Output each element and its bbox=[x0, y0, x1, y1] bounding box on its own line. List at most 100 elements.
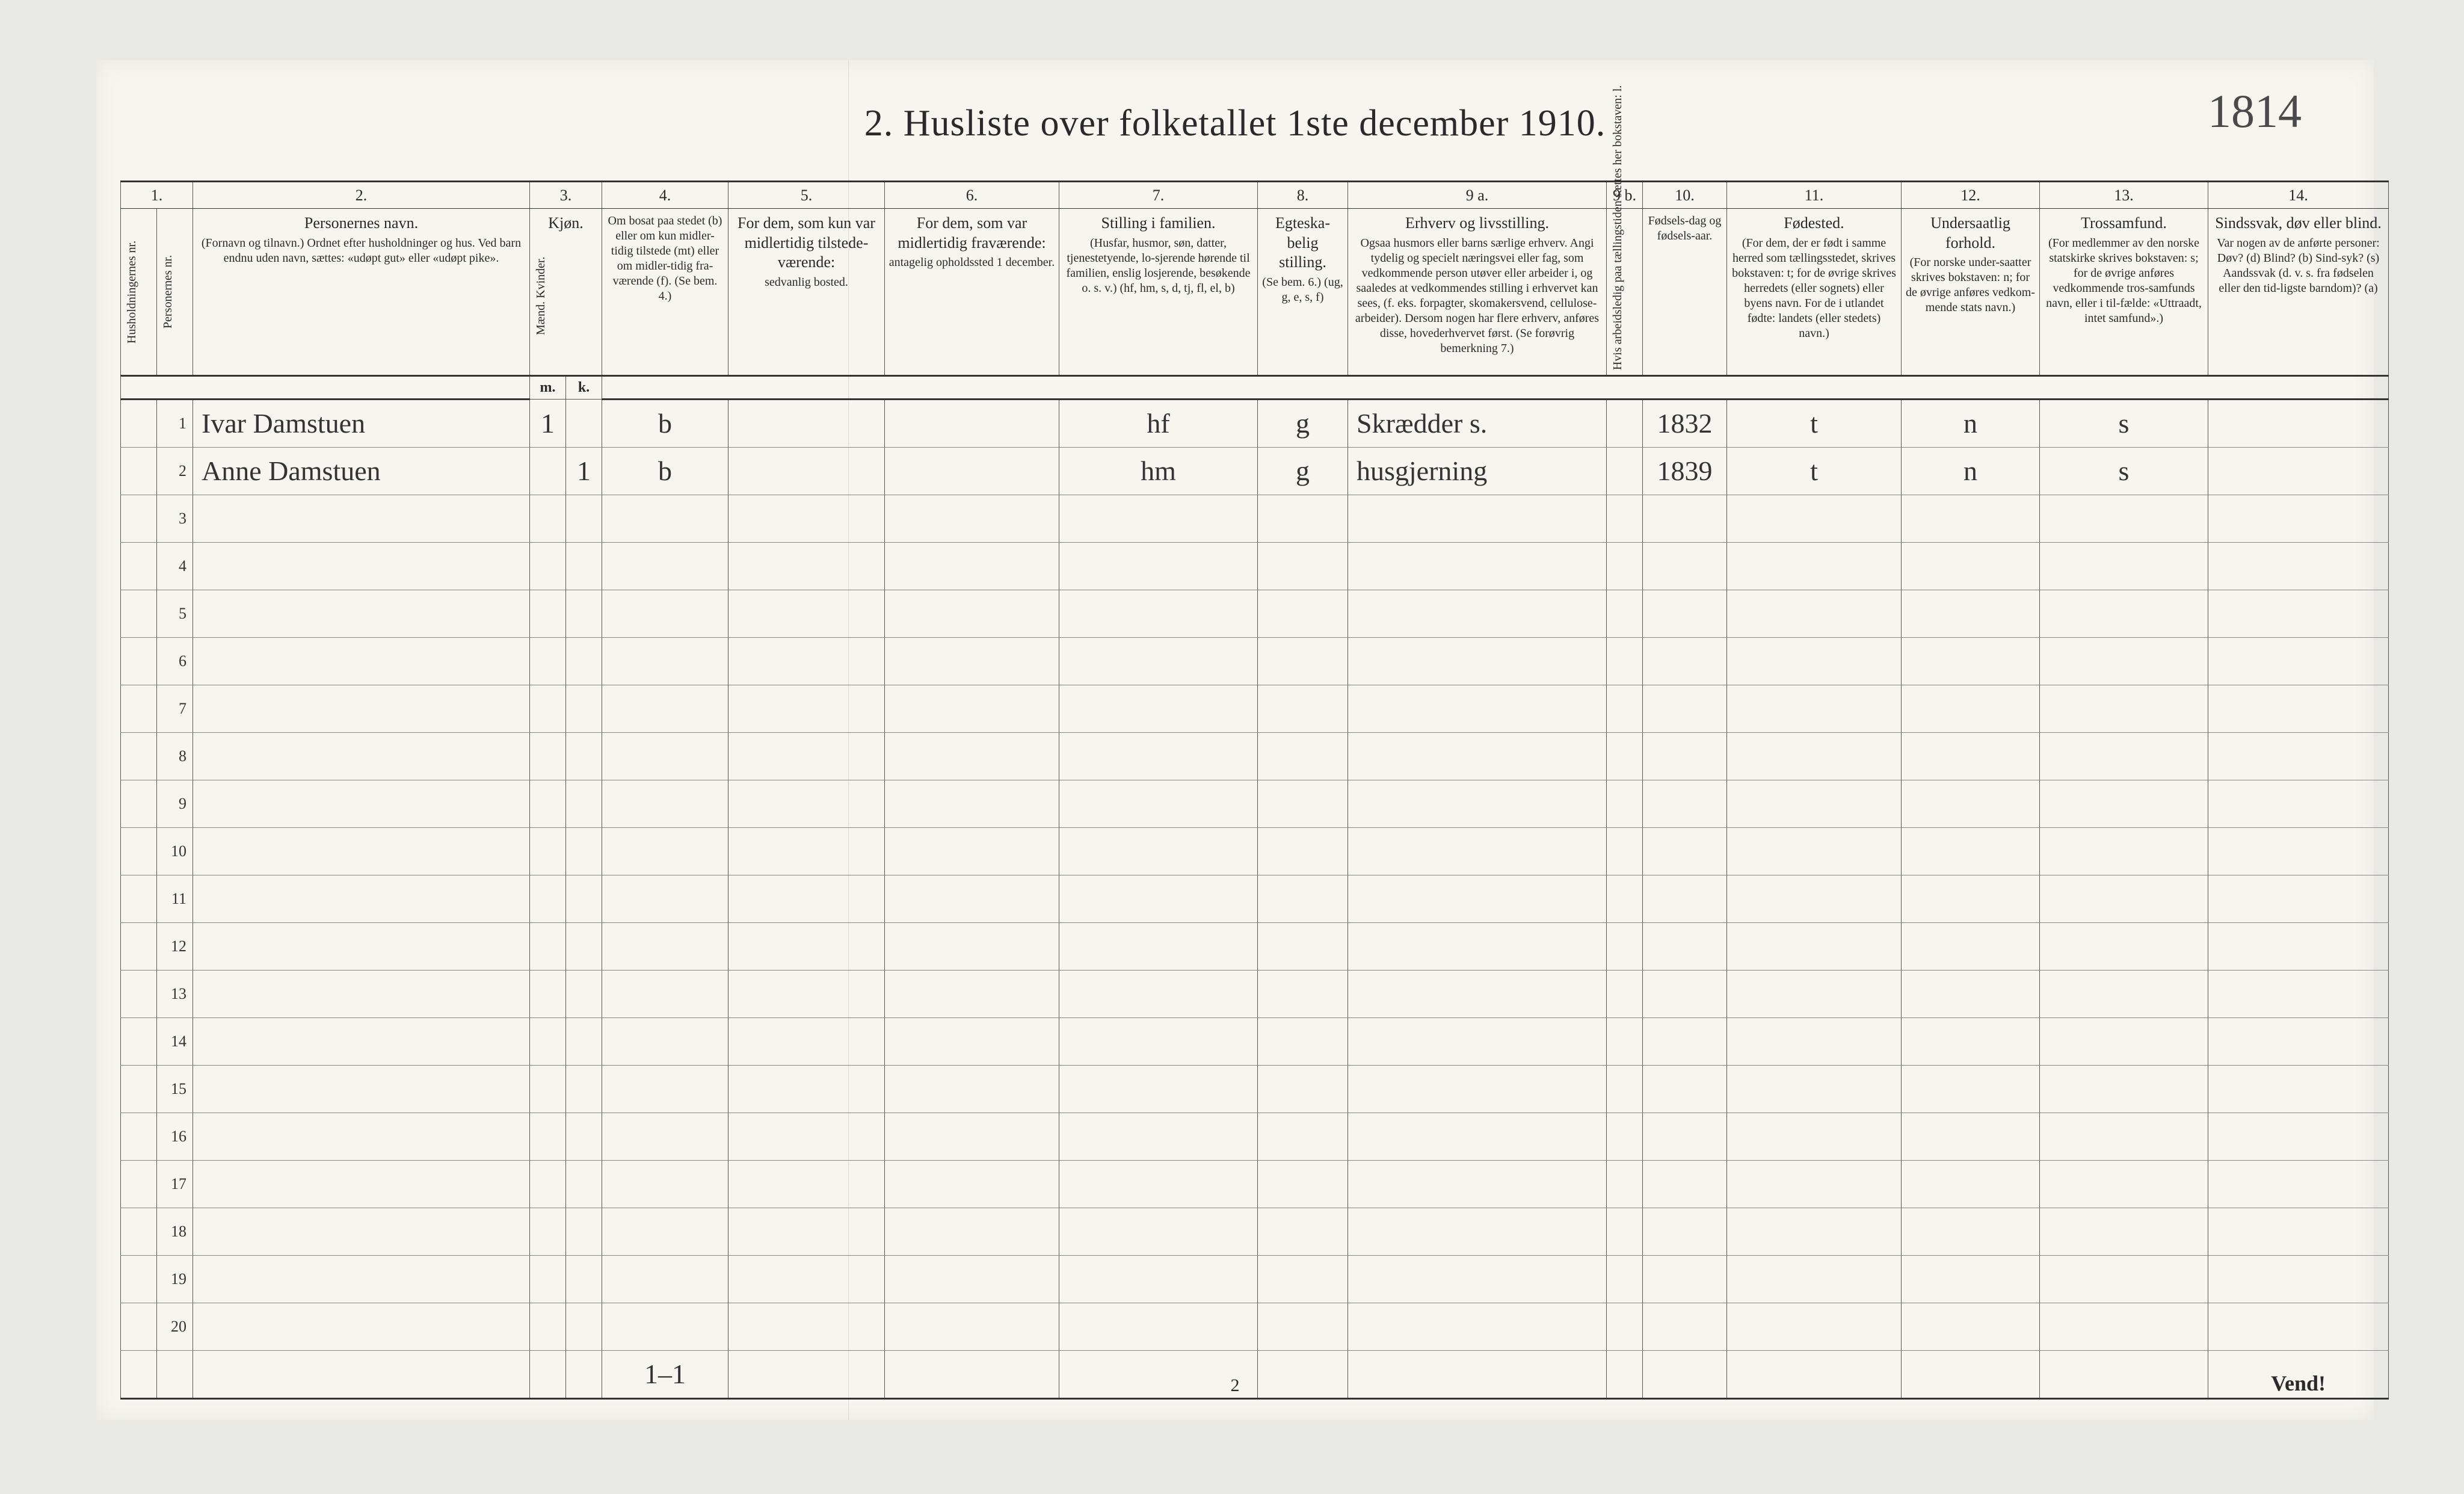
colnum: 5. bbox=[728, 182, 885, 209]
page-title: 2. Husliste over folketallet 1ste decemb… bbox=[96, 102, 2374, 145]
cell-c6 bbox=[885, 495, 1059, 542]
cell-erhverv bbox=[1348, 1065, 1607, 1113]
cell-bosat bbox=[602, 875, 728, 922]
vend-label: Vend! bbox=[2271, 1371, 2326, 1396]
header-erhverv: Erhverv og livsstilling. Ogsaa husmors e… bbox=[1348, 209, 1607, 376]
cell-tros bbox=[2040, 637, 2208, 685]
cell-bosat bbox=[602, 1160, 728, 1208]
cell-erhverv bbox=[1348, 1303, 1607, 1350]
cell-fodsel bbox=[1643, 590, 1727, 637]
cell-c14 bbox=[2208, 970, 2389, 1017]
colnum: 13. bbox=[2040, 182, 2208, 209]
cell-undersaat bbox=[1902, 542, 2040, 590]
table-row: 3 bbox=[121, 495, 2389, 542]
cell-fodsel bbox=[1643, 542, 1727, 590]
cell-c5 bbox=[728, 1255, 885, 1303]
rownum-household bbox=[121, 399, 157, 447]
cell-fodsel bbox=[1643, 495, 1727, 542]
cell-name bbox=[193, 685, 530, 732]
header-midlertidig-tilstede: For dem, som kun var midlertidig tilsted… bbox=[728, 209, 885, 376]
cell-c6 bbox=[885, 922, 1059, 970]
cell-fodested bbox=[1727, 780, 1902, 827]
cell-tros bbox=[2040, 590, 2208, 637]
cell-fodsel bbox=[1643, 685, 1727, 732]
table-row: 9 bbox=[121, 780, 2389, 827]
header-row: Husholdningernes nr. Personernes nr. Per… bbox=[121, 209, 2389, 376]
table-row: 17 bbox=[121, 1160, 2389, 1208]
cell-fodested bbox=[1727, 1303, 1902, 1350]
cell-stilling: hf bbox=[1059, 399, 1258, 447]
cell-stilling bbox=[1059, 590, 1258, 637]
cell-bosat bbox=[602, 590, 728, 637]
cell-fodsel bbox=[1643, 1113, 1727, 1160]
cell-c14 bbox=[2208, 447, 2389, 495]
cell-c6 bbox=[885, 447, 1059, 495]
cell-undersaat bbox=[1902, 1208, 2040, 1255]
rownum-household bbox=[121, 922, 157, 970]
table-row: 6 bbox=[121, 637, 2389, 685]
cell-erhverv bbox=[1348, 1017, 1607, 1065]
cell-k bbox=[566, 970, 602, 1017]
header-household-nr: Husholdningernes nr. bbox=[121, 209, 157, 376]
data-body: 1Ivar Damstuen1bhfgSkrædder s.1832tns2An… bbox=[121, 399, 2389, 1398]
cell-c5 bbox=[728, 685, 885, 732]
cell-tros bbox=[2040, 685, 2208, 732]
cell-k bbox=[566, 1065, 602, 1113]
cell-fodsel bbox=[1643, 827, 1727, 875]
cell-stilling bbox=[1059, 827, 1258, 875]
table-row: 10 bbox=[121, 827, 2389, 875]
cell-egte bbox=[1258, 542, 1348, 590]
table-row: 14 bbox=[121, 1017, 2389, 1065]
header-sex: Kjøn. Mænd. Kvinder. bbox=[530, 209, 602, 376]
cell-undersaat bbox=[1902, 590, 2040, 637]
cell-m bbox=[530, 1017, 566, 1065]
cell-name bbox=[193, 780, 530, 827]
cell-k bbox=[566, 1160, 602, 1208]
cell-tros: s bbox=[2040, 447, 2208, 495]
cell-tros bbox=[2040, 1208, 2208, 1255]
cell-fodsel bbox=[1643, 922, 1727, 970]
cell-k bbox=[566, 1113, 602, 1160]
cell-tros bbox=[2040, 1160, 2208, 1208]
cell-c6 bbox=[885, 590, 1059, 637]
rownum-person: 12 bbox=[157, 922, 193, 970]
rownum-person: 14 bbox=[157, 1017, 193, 1065]
cell-fodsel bbox=[1643, 1255, 1727, 1303]
cell-m bbox=[530, 780, 566, 827]
header-midlertidig-fravaerende: For dem, som var midlertidig fraværende:… bbox=[885, 209, 1059, 376]
cell-erhverv bbox=[1348, 780, 1607, 827]
cell-name bbox=[193, 732, 530, 780]
cell-tros bbox=[2040, 827, 2208, 875]
rownum-household bbox=[121, 1208, 157, 1255]
table-row: 5 bbox=[121, 590, 2389, 637]
table-row: 18 bbox=[121, 1208, 2389, 1255]
cell-erhverv bbox=[1348, 732, 1607, 780]
rownum-person: 4 bbox=[157, 542, 193, 590]
header-bosat: Om bosat paa stedet (b) eller om kun mid… bbox=[602, 209, 728, 376]
cell-erhverv bbox=[1348, 827, 1607, 875]
cell-fodested bbox=[1727, 685, 1902, 732]
cell-k bbox=[566, 827, 602, 875]
cell-c9b bbox=[1607, 447, 1643, 495]
header-stilling: Stilling i familien. (Husfar, husmor, sø… bbox=[1059, 209, 1258, 376]
cell-c6 bbox=[885, 399, 1059, 447]
table-row: 15 bbox=[121, 1065, 2389, 1113]
cell-c9b bbox=[1607, 970, 1643, 1017]
cell-c5 bbox=[728, 542, 885, 590]
header-arbeidsledig: Hvis arbeidsledig paa tællingstiden sætt… bbox=[1607, 209, 1643, 376]
rownum-household bbox=[121, 1255, 157, 1303]
cell-tros bbox=[2040, 495, 2208, 542]
cell-bosat bbox=[602, 1208, 728, 1255]
cell-bosat bbox=[602, 732, 728, 780]
cell-c9b bbox=[1607, 1303, 1643, 1350]
cell-c5 bbox=[728, 1208, 885, 1255]
cell-c6 bbox=[885, 1208, 1059, 1255]
cell-c5 bbox=[728, 970, 885, 1017]
table-row: 1Ivar Damstuen1bhfgSkrædder s.1832tns bbox=[121, 399, 2389, 447]
header-egteskab: Egteska-belig stilling. (Se bem. 6.) (ug… bbox=[1258, 209, 1348, 376]
cell-egte bbox=[1258, 875, 1348, 922]
cell-c9b bbox=[1607, 1113, 1643, 1160]
cell-stilling bbox=[1059, 685, 1258, 732]
cell-m bbox=[530, 590, 566, 637]
cell-fodested bbox=[1727, 590, 1902, 637]
